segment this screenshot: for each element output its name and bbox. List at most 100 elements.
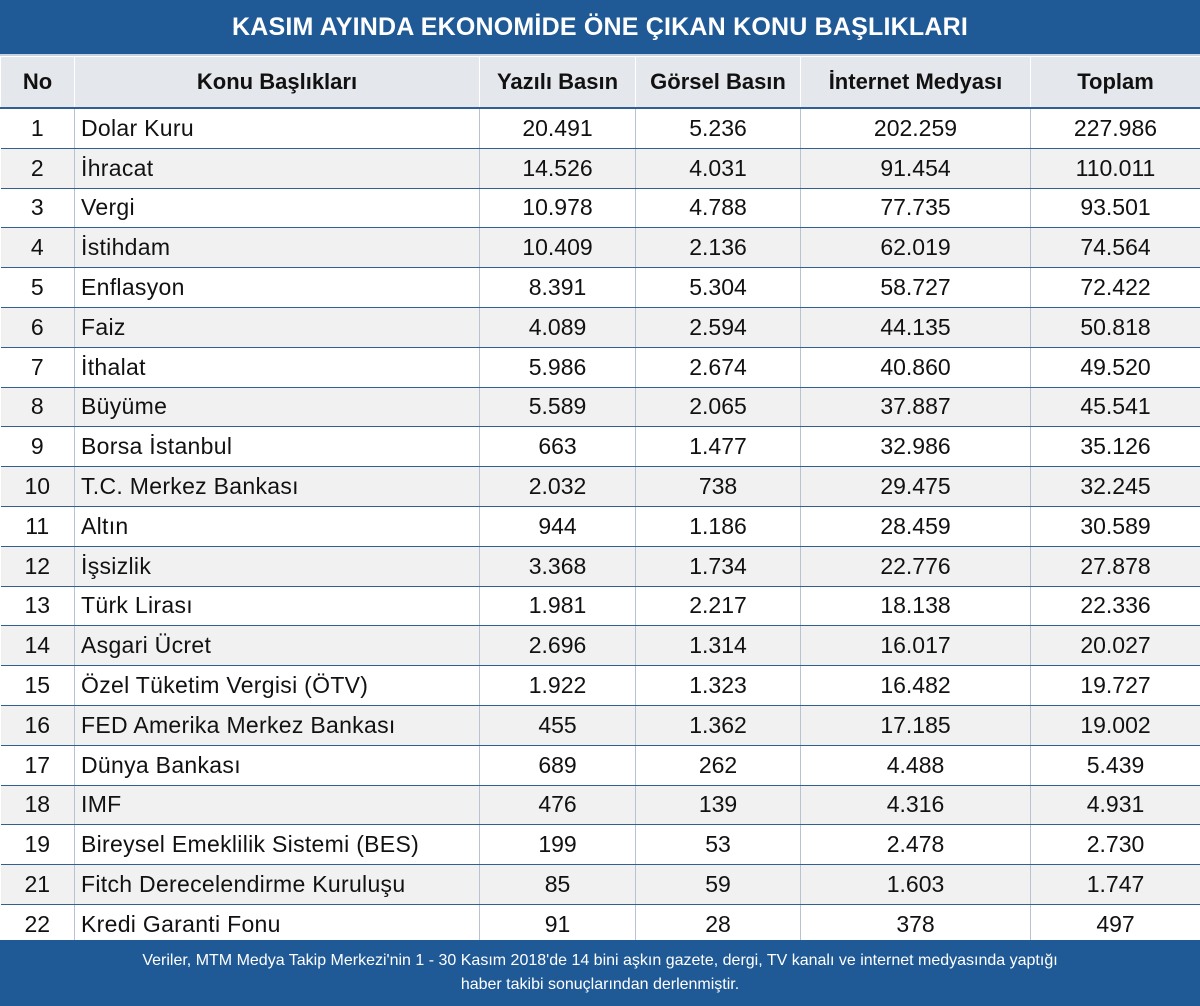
cell-yazili-basin: 10.409 — [479, 227, 636, 269]
cell-internet-medyasi: 378 — [800, 904, 1031, 945]
cell-no: 16 — [0, 705, 75, 746]
cell-no: 21 — [0, 864, 75, 905]
cell-gorsel-basin: 262 — [635, 745, 801, 786]
cell-no: 3 — [0, 188, 75, 229]
cell-topic: Faiz — [74, 307, 480, 348]
cell-yazili-basin: 199 — [479, 824, 636, 866]
header-toplam: Toplam — [1030, 56, 1200, 109]
cell-topic: Borsa İstanbul — [74, 426, 480, 468]
source-note: Veriler, MTM Medya Takip Merkezi'nin 1 -… — [0, 940, 1200, 1006]
cell-gorsel-basin: 1.186 — [635, 506, 801, 547]
cell-internet-medyasi: 91.454 — [800, 148, 1031, 189]
cell-gorsel-basin: 53 — [635, 824, 801, 866]
table-row: 16 FED Amerika Merkez Bankası 455 1.362 17.1… — [0, 705, 1200, 746]
cell-no: 8 — [0, 387, 75, 428]
table-row: 13 Türk Lirası 1.981 2.217 18.138 22.336 — [0, 586, 1200, 627]
cell-no: 17 — [0, 745, 75, 786]
cell-toplam: 19.727 — [1030, 665, 1200, 706]
table-row: 1 Dolar Kuru 20.491 5.236 202.259 227.986 — [0, 108, 1200, 149]
table-row: 8 Büyüme 5.589 2.065 37.887 45.541 — [0, 387, 1200, 428]
cell-internet-medyasi: 58.727 — [800, 267, 1031, 308]
cell-yazili-basin: 476 — [479, 785, 636, 826]
cell-toplam: 45.541 — [1030, 387, 1200, 428]
cell-no: 5 — [0, 267, 75, 308]
cell-toplam: 5.439 — [1030, 745, 1200, 786]
cell-topic: İthalat — [74, 347, 480, 388]
cell-gorsel-basin: 2.065 — [635, 387, 801, 428]
table-row: 2 İhracat 14.526 4.031 91.454 110.011 — [0, 148, 1200, 189]
cell-internet-medyasi: 28.459 — [800, 506, 1031, 547]
cell-toplam: 1.747 — [1030, 864, 1200, 905]
cell-toplam: 35.126 — [1030, 426, 1200, 468]
cell-yazili-basin: 1.981 — [479, 586, 636, 627]
cell-no: 22 — [0, 904, 75, 945]
cell-toplam: 50.818 — [1030, 307, 1200, 348]
table-row: 14 Asgari Ücret 2.696 1.314 16.017 20.027 — [0, 625, 1200, 667]
table-row: 3 Vergi 10.978 4.788 77.735 93.501 — [0, 188, 1200, 229]
cell-yazili-basin: 2.696 — [479, 625, 636, 667]
cell-toplam: 93.501 — [1030, 188, 1200, 229]
cell-no: 9 — [0, 426, 75, 468]
cell-gorsel-basin: 2.217 — [635, 586, 801, 627]
table-row: 21 Fitch Derecelendirme Kuruluşu 85 59 1.603… — [0, 864, 1200, 905]
header-gorsel-basin: Görsel Basın — [635, 56, 801, 109]
cell-topic: Dünya Bankası — [74, 745, 480, 786]
cell-no: 19 — [0, 824, 75, 866]
cell-topic: Asgari Ücret — [74, 625, 480, 667]
cell-toplam: 497 — [1030, 904, 1200, 945]
cell-topic: Büyüme — [74, 387, 480, 428]
table-header-row: No Konu Başlıkları Yazılı Basın Görsel B… — [0, 56, 1200, 109]
cell-no: 2 — [0, 148, 75, 189]
table-row: 11 Altın 944 1.186 28.459 30.589 — [0, 506, 1200, 547]
cell-yazili-basin: 5.986 — [479, 347, 636, 388]
cell-topic: Türk Lirası — [74, 586, 480, 627]
table-row: 15 Özel Tüketim Vergisi (ÖTV) 1.922 1.323 16… — [0, 665, 1200, 706]
cell-gorsel-basin: 2.594 — [635, 307, 801, 348]
table-row: 18 IMF 476 139 4.316 4.931 — [0, 785, 1200, 826]
cell-gorsel-basin: 1.362 — [635, 705, 801, 746]
cell-gorsel-basin: 4.788 — [635, 188, 801, 229]
cell-toplam: 4.931 — [1030, 785, 1200, 826]
cell-internet-medyasi: 18.138 — [800, 586, 1031, 627]
cell-yazili-basin: 689 — [479, 745, 636, 786]
cell-yazili-basin: 14.526 — [479, 148, 636, 189]
cell-toplam: 2.730 — [1030, 824, 1200, 866]
cell-gorsel-basin: 5.304 — [635, 267, 801, 308]
cell-toplam: 22.336 — [1030, 586, 1200, 627]
cell-internet-medyasi: 2.478 — [800, 824, 1031, 866]
cell-no: 18 — [0, 785, 75, 826]
cell-topic: Enflasyon — [74, 267, 480, 308]
cell-gorsel-basin: 139 — [635, 785, 801, 826]
cell-toplam: 19.002 — [1030, 705, 1200, 746]
cell-internet-medyasi: 202.259 — [800, 108, 1031, 149]
cell-yazili-basin: 663 — [479, 426, 636, 468]
cell-yazili-basin: 5.589 — [479, 387, 636, 428]
cell-yazili-basin: 8.391 — [479, 267, 636, 308]
cell-topic: Altın — [74, 506, 480, 547]
cell-no: 1 — [0, 108, 75, 149]
header-topic: Konu Başlıkları — [74, 56, 480, 109]
cell-internet-medyasi: 1.603 — [800, 864, 1031, 905]
cell-gorsel-basin: 2.674 — [635, 347, 801, 388]
cell-internet-medyasi: 32.986 — [800, 426, 1031, 468]
cell-no: 4 — [0, 227, 75, 269]
cell-topic: Kredi Garanti Fonu — [74, 904, 480, 945]
cell-gorsel-basin: 738 — [635, 466, 801, 507]
cell-internet-medyasi: 77.735 — [800, 188, 1031, 229]
cell-internet-medyasi: 4.488 — [800, 745, 1031, 786]
cell-topic: FED Amerika Merkez Bankası — [74, 705, 480, 746]
cell-internet-medyasi: 29.475 — [800, 466, 1031, 507]
cell-topic: T.C. Merkez Bankası — [74, 466, 480, 507]
topics-table: No Konu Başlıkları Yazılı Basın Görsel B… — [0, 56, 1200, 945]
cell-gorsel-basin: 1.314 — [635, 625, 801, 667]
table-row: 22 Kredi Garanti Fonu 91 28 378 497 — [0, 904, 1200, 945]
cell-gorsel-basin: 1.477 — [635, 426, 801, 468]
cell-topic: İstihdam — [74, 227, 480, 269]
cell-internet-medyasi: 16.017 — [800, 625, 1031, 667]
cell-internet-medyasi: 37.887 — [800, 387, 1031, 428]
cell-internet-medyasi: 22.776 — [800, 546, 1031, 587]
cell-topic: Özel Tüketim Vergisi (ÖTV) — [74, 665, 480, 706]
cell-gorsel-basin: 28 — [635, 904, 801, 945]
table-row: 4 İstihdam 10.409 2.136 62.019 74.564 — [0, 227, 1200, 269]
cell-toplam: 27.878 — [1030, 546, 1200, 587]
